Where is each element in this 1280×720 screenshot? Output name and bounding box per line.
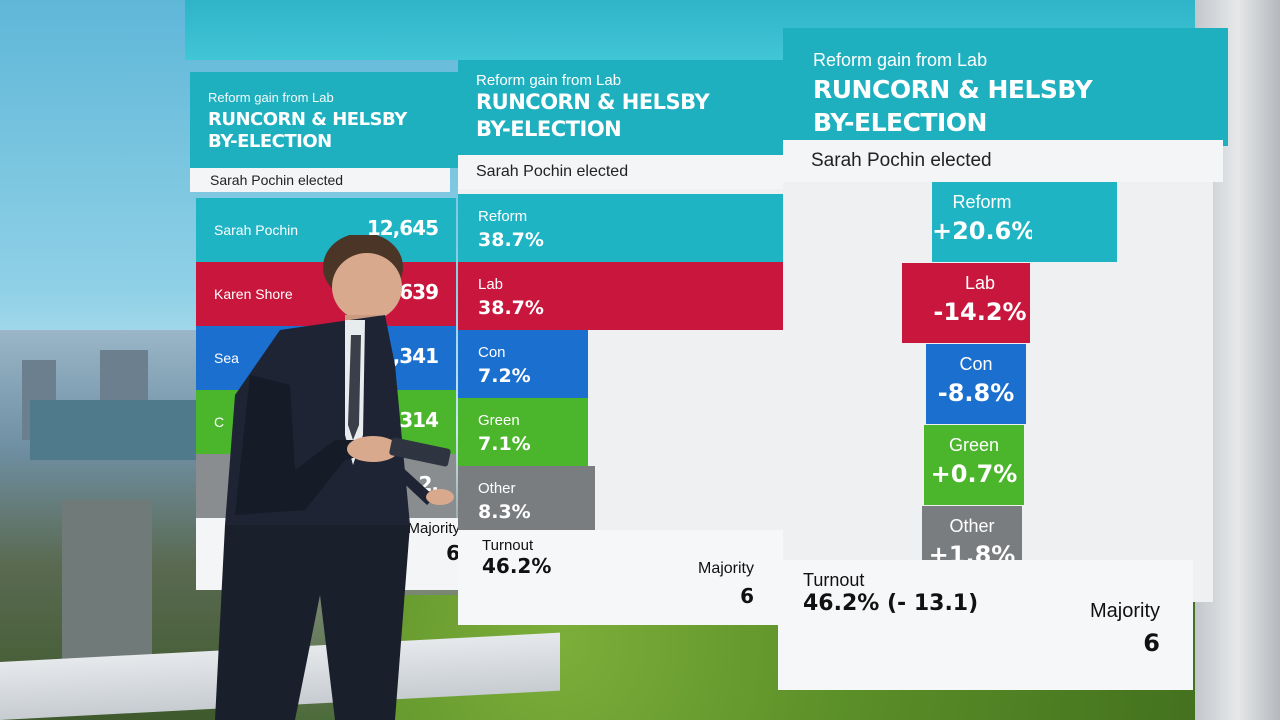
majority-value: 6: [1143, 629, 1160, 657]
party-name: Other: [478, 480, 516, 497]
party-change: -14.2%: [933, 298, 1027, 326]
candidate-name: Karen Shore: [214, 286, 293, 302]
party-name: Other: [949, 516, 995, 536]
title-line: BY-ELECTION: [476, 117, 622, 141]
party-share: 38.7%: [478, 297, 544, 319]
panel-title: RUNCORN & HELSBY BY-ELECTION: [208, 109, 460, 153]
party-name: Reform: [952, 192, 1012, 212]
party-share-label: Green 7.1%: [458, 398, 544, 466]
presenter-figure: [215, 235, 454, 720]
party-share: 8.3%: [478, 501, 531, 523]
party-change-label: Con -8.8%: [926, 344, 1026, 424]
share-change-bar: [902, 263, 930, 343]
vote-share-bar: [544, 466, 595, 534]
majority-label: Majority: [407, 520, 460, 537]
panel-subtitle: Reform gain from Lab: [208, 90, 334, 105]
panel-title: RUNCORN & HELSBY BY-ELECTION: [813, 73, 1228, 139]
vote-share-bar: [544, 262, 783, 330]
majority-box: Majority 6: [1045, 600, 1160, 657]
panel-subtitle: Reform gain from Lab: [476, 72, 622, 89]
elected-banner: Sarah Pochin elected: [783, 140, 1223, 182]
turnout-label: Turnout: [482, 537, 534, 554]
candidate-row: Sarah Pochin 12,645: [196, 198, 456, 262]
party-name: Green: [478, 412, 520, 429]
vote-share-bar: [544, 194, 783, 262]
majority-value: 6: [446, 541, 460, 565]
vote-share-header: Reform gain from Lab RUNCORN & HELSBY BY…: [458, 60, 783, 160]
party-share: 7.2%: [478, 365, 531, 387]
title-line: BY-ELECTION: [813, 108, 987, 137]
party-name: Con: [959, 354, 993, 374]
title-line: BY-ELECTION: [208, 131, 332, 152]
panel-header: Reform gain from Lab RUNCORN & HELSBY BY…: [190, 72, 460, 168]
party-change-label: Reform +20.6%: [932, 182, 1036, 262]
turnout-value: 46.2%: [482, 554, 552, 578]
vote-share-bar: [544, 330, 588, 398]
party-change: -8.8%: [937, 379, 1015, 407]
party-share: 7.1%: [478, 433, 531, 455]
party-change-label: Lab -14.2%: [930, 263, 1030, 343]
panel-title: RUNCORN & HELSBY BY-ELECTION: [476, 89, 783, 143]
turnout-label: Turnout: [803, 570, 865, 590]
turnout-box: Turnout 46.2%: [482, 537, 551, 578]
majority-label: Majority: [1089, 600, 1160, 622]
panel2-footer: [458, 530, 783, 625]
party-share-label: Reform 38.7%: [458, 194, 544, 262]
party-name: Reform: [478, 208, 528, 225]
candidate-name: Sea: [214, 350, 239, 366]
elected-banner: Sarah Pochin elected: [458, 155, 783, 189]
party-change-label: Green +0.7%: [924, 425, 1024, 505]
candidate-name: C: [214, 414, 225, 430]
majority-label: Majority: [697, 560, 754, 577]
party-name: Green: [948, 435, 1000, 455]
vote-share-bar: [544, 398, 588, 466]
candidate-name: Sarah Pochin: [214, 222, 299, 238]
background-building: [30, 400, 205, 460]
panel-subtitle: Reform gain from Lab: [813, 50, 988, 70]
turnout-value: 46.2% (- 13.1): [803, 591, 979, 616]
majority-box: Majority 6: [380, 520, 460, 565]
elected-banner: Sarah Pochin elected: [190, 168, 450, 192]
share-change-header: Reform gain from Lab RUNCORN & HELSBY BY…: [783, 28, 1228, 146]
turnout-box: Turnout 46.2% (- 13.1): [803, 570, 978, 616]
party-change: +20.6%: [932, 217, 1036, 245]
party-share-label: Lab 38.7%: [458, 262, 544, 330]
party-name: Lab: [478, 276, 504, 293]
party-change: +0.7%: [930, 460, 1018, 488]
party-share-label: Con 7.2%: [458, 330, 544, 398]
title-line: RUNCORN & HELSBY: [208, 109, 407, 130]
panel3-footer: [778, 560, 1193, 690]
party-share-label: Other 8.3%: [458, 466, 544, 534]
title-line: RUNCORN & HELSBY: [476, 90, 710, 114]
title-line: RUNCORN & HELSBY: [813, 75, 1093, 104]
results-panel-small: Reform gain from Lab RUNCORN & HELSBY BY…: [190, 72, 460, 192]
party-share: 38.7%: [478, 229, 544, 251]
majority-box: Majority 6: [670, 560, 754, 608]
majority-value: 6: [740, 584, 754, 608]
party-name: Con: [478, 344, 506, 361]
share-change-bar: [1032, 182, 1118, 262]
party-name: Lab: [964, 273, 996, 293]
